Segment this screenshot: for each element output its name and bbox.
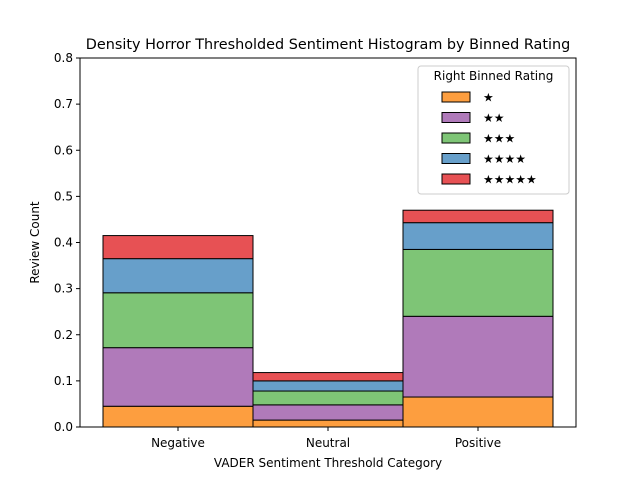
x-tick-label-positive: Positive [455, 436, 501, 450]
legend-swatch [441, 91, 471, 103]
legend-items: ★★★★★★★★★★★★★★★ [441, 91, 537, 187]
bar-neutral-series-3 [252, 390, 404, 406]
y-tick-label: 0.8 [54, 51, 73, 65]
legend-swatch [441, 112, 471, 123]
y-tick-label: 0.3 [54, 282, 73, 296]
bar-neutral-series-5 [252, 372, 404, 382]
y-tick-label: 0.4 [54, 236, 73, 250]
bar-negative-series-1 [102, 405, 254, 428]
bar-positive-series-1 [402, 396, 554, 428]
legend-swatch [441, 153, 471, 164]
y-tick-label: 0.1 [54, 374, 73, 388]
legend-swatch [441, 132, 471, 144]
bars-layer [102, 209, 554, 428]
y-tick-label: 0.0 [54, 420, 73, 434]
bar-positive-series-3 [402, 248, 554, 317]
y-tick-label: 0.2 [54, 328, 73, 342]
bar-negative-series-5 [102, 235, 254, 260]
y-axis-label: Review Count [28, 201, 42, 284]
chart-title: Density Horror Thresholded Sentiment His… [86, 37, 570, 53]
x-axis-ticks: Negative Neutral Positive [151, 427, 501, 450]
legend-label: ★★ [483, 111, 505, 125]
bar-neutral-series-1 [252, 419, 404, 428]
y-tick-label: 0.7 [54, 97, 73, 111]
bar-positive-series-5 [402, 209, 554, 224]
bar-negative-series-4 [102, 258, 254, 294]
legend-label: ★★★★ [483, 152, 526, 166]
legend: Right Binned Rating ★★★★★★★★★★★★★★★ [417, 65, 570, 195]
bar-neutral-series-2 [252, 404, 404, 421]
bar-positive-series-4 [402, 222, 554, 250]
x-tick-label-neutral: Neutral [306, 436, 350, 450]
legend-swatch [441, 173, 471, 185]
bar-neutral-series-4 [252, 380, 404, 392]
legend-label: ★ [483, 91, 494, 105]
bar-negative-series-3 [102, 292, 254, 349]
bar-negative-series-2 [102, 347, 254, 407]
x-tick-label-negative: Negative [151, 436, 205, 450]
legend-label: ★★★ [483, 132, 515, 146]
legend-title: Right Binned Rating [434, 69, 554, 83]
bar-positive-series-2 [402, 315, 554, 398]
x-axis-label: VADER Sentiment Threshold Category [214, 456, 442, 470]
y-tick-label: 0.5 [54, 189, 73, 203]
y-tick-label: 0.6 [54, 143, 73, 157]
y-axis-ticks: 0.0 0.1 0.2 0.3 0.4 0.5 0.6 0.7 0.8 [54, 51, 80, 434]
legend-label: ★★★★★ [483, 173, 537, 187]
